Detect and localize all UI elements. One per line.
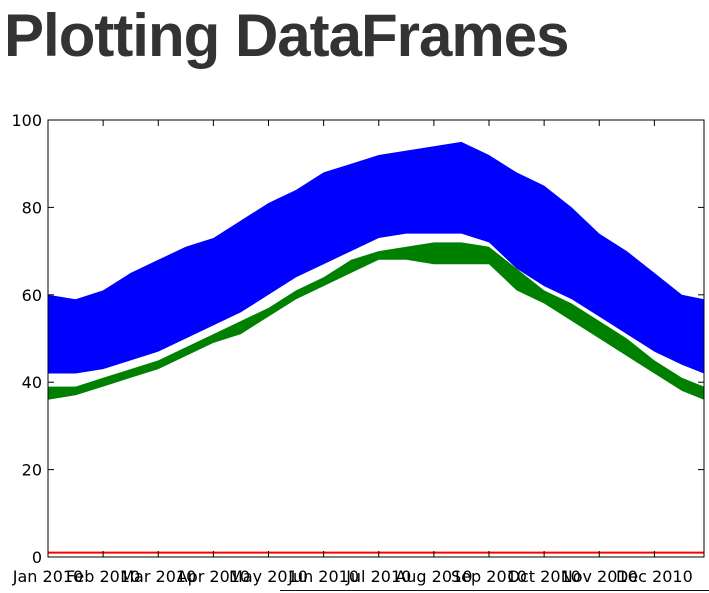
plot-frame — [47, 119, 705, 558]
footer-rule — [280, 590, 709, 591]
y-tick-label: 20 — [22, 461, 42, 480]
y-tick-label: 60 — [22, 286, 42, 305]
y-tick-label: 40 — [22, 373, 42, 392]
y-tick-label: 0 — [32, 548, 42, 567]
x-tick-label: Dec 2010 — [616, 567, 693, 586]
x-tick-label: Oct 2010 — [507, 567, 580, 586]
x-tick-label: Mar 2010 — [120, 567, 196, 586]
x-tick-label: Aug 2010 — [395, 567, 472, 586]
y-tick-label: 80 — [22, 198, 42, 217]
x-tick-label: Jul 2010 — [345, 567, 411, 586]
slide-title: Plotting DataFrames — [4, 2, 569, 69]
x-tick-label: Jun 2010 — [287, 567, 359, 586]
series-band-1 — [48, 242, 704, 400]
x-tick-label: Nov 2010 — [561, 567, 638, 586]
x-tick-label: Feb 2010 — [66, 567, 140, 586]
series-band-0 — [48, 141, 704, 374]
x-tick-label: May 2010 — [229, 567, 308, 586]
x-tick-label: Apr 2010 — [177, 567, 250, 586]
x-tick-label: Sep 2010 — [451, 567, 527, 586]
y-tick-label: 100 — [11, 111, 42, 130]
x-tick-label: Jan 2010 — [12, 567, 83, 586]
